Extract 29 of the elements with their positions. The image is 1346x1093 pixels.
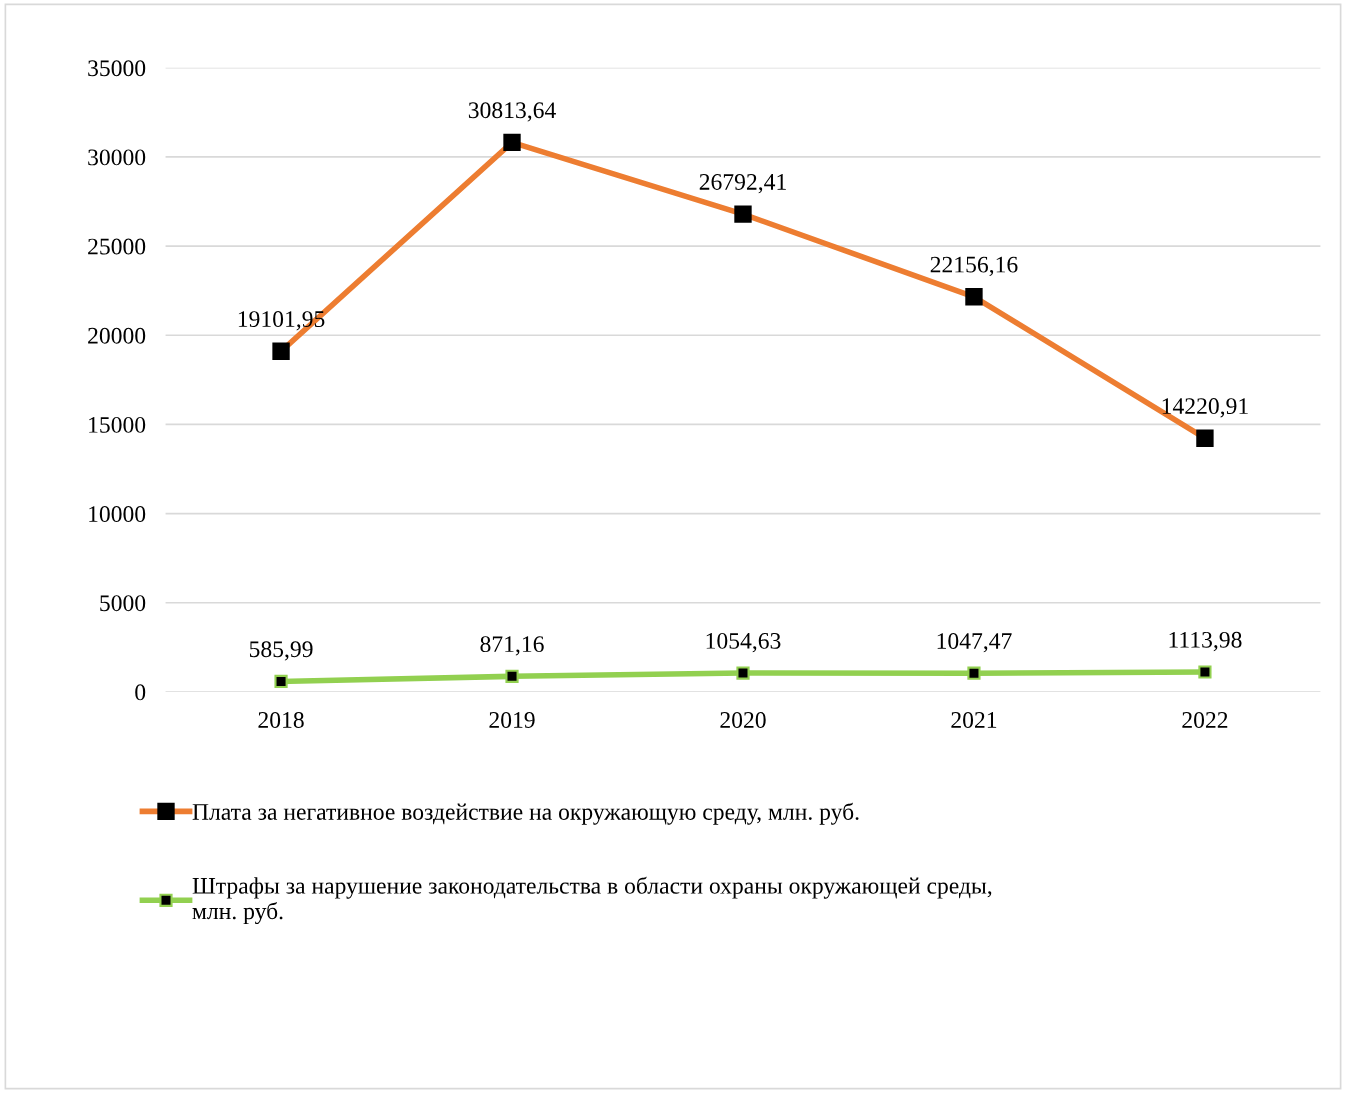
data-label: 1047,47 xyxy=(937,633,1012,653)
legend-label: Плата за негативное воздействие на окружающую среду, млн. руб. xyxy=(192,802,859,825)
data-label: 30813,64 xyxy=(468,102,556,122)
legend-label: Штрафы за нарушение законодательства в области охраны окружающей среды, млн. руб. xyxy=(192,876,992,925)
y-tick-label: 5000 xyxy=(100,595,146,612)
data-label: 585,99 xyxy=(249,641,313,661)
y-tick-label: 0 xyxy=(135,684,146,701)
point xyxy=(967,666,981,680)
x-tick-label: 2020 xyxy=(720,712,766,728)
point xyxy=(1198,665,1212,679)
y-tick-label: 20000 xyxy=(88,327,146,344)
x-tick-label: 2019 xyxy=(489,712,535,728)
point xyxy=(505,669,519,683)
point xyxy=(274,674,288,689)
point xyxy=(736,666,750,680)
y-tick-label: 30000 xyxy=(88,149,146,166)
data-label: 1113,98 xyxy=(1169,631,1242,652)
data-label: 22156,16 xyxy=(930,256,1018,276)
data-label: 1054,63 xyxy=(706,632,781,653)
y-tick-label: 25000 xyxy=(88,238,146,255)
x-tick-label: 2022 xyxy=(1182,712,1228,728)
y-tick-label: 10000 xyxy=(89,506,146,522)
y-tick-label: 35000 xyxy=(88,60,146,77)
data-label: 871,16 xyxy=(480,636,544,656)
x-tick-label: 2018 xyxy=(258,712,304,728)
y-tick-label: 15000 xyxy=(89,416,146,433)
x-tick-label: 2021 xyxy=(951,712,997,728)
data-label: 26792,41 xyxy=(699,174,786,194)
data-label: 14220,91 xyxy=(1162,398,1248,418)
